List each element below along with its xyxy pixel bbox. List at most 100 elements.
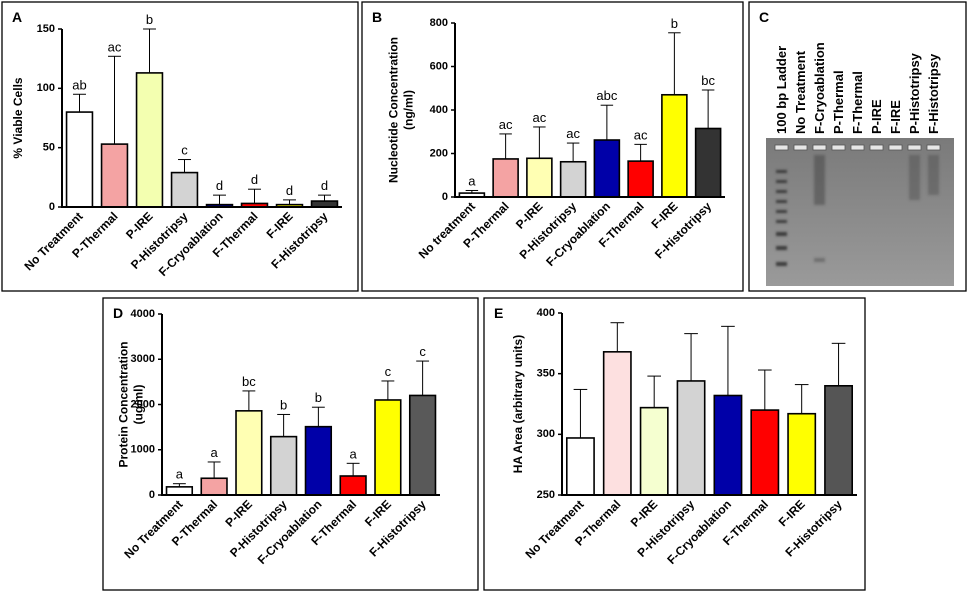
bar xyxy=(374,399,402,496)
x-tick-label: P-IRE xyxy=(628,497,661,530)
y-tick-label: 100 xyxy=(37,82,55,94)
significance-letter: a xyxy=(176,467,184,482)
x-tick-label: F-IRE xyxy=(264,209,296,241)
significance-letter: d xyxy=(321,178,328,193)
lane-label: 100 bp Ladder xyxy=(774,46,789,134)
y-axis-label: (ug/ml) xyxy=(132,385,146,425)
significance-letter: c xyxy=(181,143,188,158)
significance-letter: b xyxy=(315,390,322,405)
significance-letter: bc xyxy=(242,374,256,389)
significance-letter: c xyxy=(419,344,426,359)
lane-label: F-Thermal xyxy=(850,71,865,134)
bar xyxy=(235,410,263,496)
significance-letter: d xyxy=(251,172,258,187)
y-axis-label: Nucleotide Concentration xyxy=(387,37,401,183)
bar xyxy=(694,127,722,198)
y-tick-label: 150 xyxy=(37,23,55,35)
significance-letter: a xyxy=(211,445,219,460)
significance-letter: b xyxy=(280,397,287,412)
x-tick-label: F-IRE xyxy=(648,199,680,231)
significance-letter: bc xyxy=(701,73,715,88)
bar xyxy=(135,72,164,208)
lane-label: F-Histotripsy xyxy=(926,53,941,134)
y-axis-label: Protein Concentration xyxy=(117,341,131,467)
significance-letter: a xyxy=(350,446,358,461)
bar xyxy=(200,477,228,496)
significance-letter: d xyxy=(286,183,293,198)
bar xyxy=(639,406,669,496)
bar xyxy=(559,160,587,198)
panel-frame xyxy=(748,1,967,292)
lane-label: P-Histotripsy xyxy=(907,52,922,134)
significance-letter: b xyxy=(146,12,153,27)
y-tick-label: 1000 xyxy=(131,444,155,456)
bar xyxy=(492,158,519,198)
x-tick-label: No treatment xyxy=(416,199,478,261)
bar xyxy=(593,139,621,198)
y-axis-label: (ng/ml) xyxy=(402,90,416,130)
panel-frame xyxy=(1,1,359,292)
y-tick-label: 0 xyxy=(442,191,448,203)
x-tick-label: P-IRE xyxy=(222,497,255,530)
x-tick-label: No Treatment xyxy=(522,497,586,561)
x-tick-label: No Treatment xyxy=(21,209,85,273)
bar xyxy=(787,412,817,496)
x-tick-label: No Treatment xyxy=(121,497,185,561)
y-tick-label: 200 xyxy=(430,147,448,159)
y-tick-label: 2000 xyxy=(131,398,155,410)
significance-letter: ac xyxy=(566,126,580,141)
y-tick-label: 250 xyxy=(537,489,555,501)
y-tick-label: 600 xyxy=(430,60,448,72)
bar xyxy=(824,384,854,496)
bar xyxy=(269,435,298,496)
y-tick-label: 400 xyxy=(537,307,555,319)
y-tick-label: 50 xyxy=(43,142,55,154)
panel-label: C xyxy=(759,9,769,25)
y-axis-label: % Viable Cells xyxy=(11,77,25,158)
panel-label: D xyxy=(113,305,123,321)
significance-letter: a xyxy=(468,173,476,188)
bar xyxy=(408,394,437,496)
y-tick-label: 0 xyxy=(149,489,155,501)
panel-frame xyxy=(102,297,479,591)
y-tick-label: 350 xyxy=(537,368,555,380)
significance-letter: b xyxy=(671,16,678,31)
significance-letter: abc xyxy=(596,88,617,103)
lane-label: P-IRE xyxy=(869,99,884,134)
lane-label: F-Cryoablation xyxy=(812,42,827,134)
x-tick-label: P-IRE xyxy=(123,209,156,242)
y-axis-label: HA Area (arbitrary units) xyxy=(511,335,525,473)
panel-label: E xyxy=(494,305,503,321)
lane-label: F-IRE xyxy=(888,100,903,134)
y-tick-label: 4000 xyxy=(131,308,155,320)
panel-label: A xyxy=(12,9,22,25)
panel-frame xyxy=(483,297,866,591)
y-tick-label: 3000 xyxy=(131,353,155,365)
bar xyxy=(526,157,553,198)
gel-image xyxy=(766,138,954,286)
significance-letter: c xyxy=(385,364,392,379)
y-tick-label: 800 xyxy=(430,17,448,29)
lane-label: P-Thermal xyxy=(831,70,846,134)
x-tick-label: F-Cryoablation xyxy=(664,497,734,567)
bar xyxy=(100,143,129,208)
bar xyxy=(565,437,595,496)
significance-letter: ac xyxy=(499,117,513,132)
significance-letter: ac xyxy=(634,127,648,142)
bar xyxy=(661,93,688,198)
bar xyxy=(713,394,743,496)
x-tick-label: F-IRE xyxy=(362,497,394,529)
significance-letter: ac xyxy=(108,39,122,54)
y-tick-label: 400 xyxy=(430,104,448,116)
bar xyxy=(170,171,199,208)
bar xyxy=(602,351,632,496)
bar xyxy=(65,111,94,208)
bar xyxy=(676,380,706,496)
bar xyxy=(750,409,780,496)
x-tick-label: F-IRE xyxy=(776,497,808,529)
significance-letter: ac xyxy=(533,110,547,125)
bar xyxy=(304,425,333,496)
bar xyxy=(339,475,367,496)
lane-label: No Treatment xyxy=(793,50,808,134)
